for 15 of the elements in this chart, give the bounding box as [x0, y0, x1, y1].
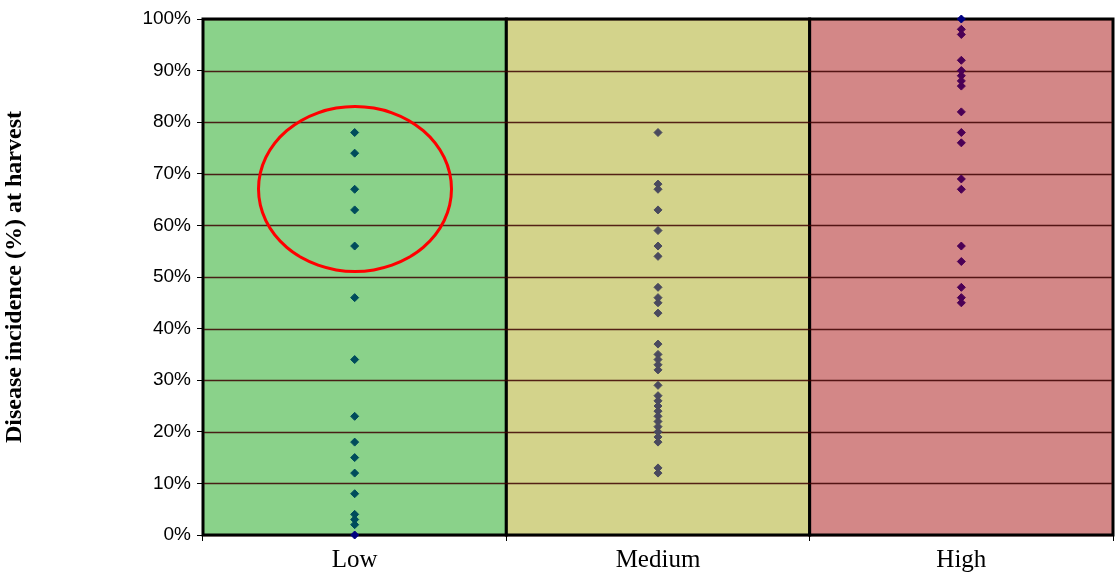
y-tick-label: 100% [142, 7, 192, 29]
x-tick-label: Medium [615, 544, 701, 572]
y-tick-label: 0% [163, 523, 192, 545]
y-tick-label: 60% [152, 213, 192, 235]
y-tick-label: 50% [152, 265, 192, 287]
y-tick-label: 20% [152, 420, 192, 442]
y-tick-label: 30% [152, 368, 192, 390]
x-tick-label: High [936, 544, 987, 572]
y-tick-label: 80% [152, 110, 192, 132]
y-axis-title: Disease incidence (%) at harvest [0, 111, 26, 443]
y-tick-label: 40% [152, 316, 192, 338]
y-tick-label: 90% [152, 58, 192, 80]
y-tick-label: 70% [152, 162, 192, 184]
x-tick-label: Low [331, 544, 378, 572]
y-tick-label: 10% [152, 471, 192, 493]
